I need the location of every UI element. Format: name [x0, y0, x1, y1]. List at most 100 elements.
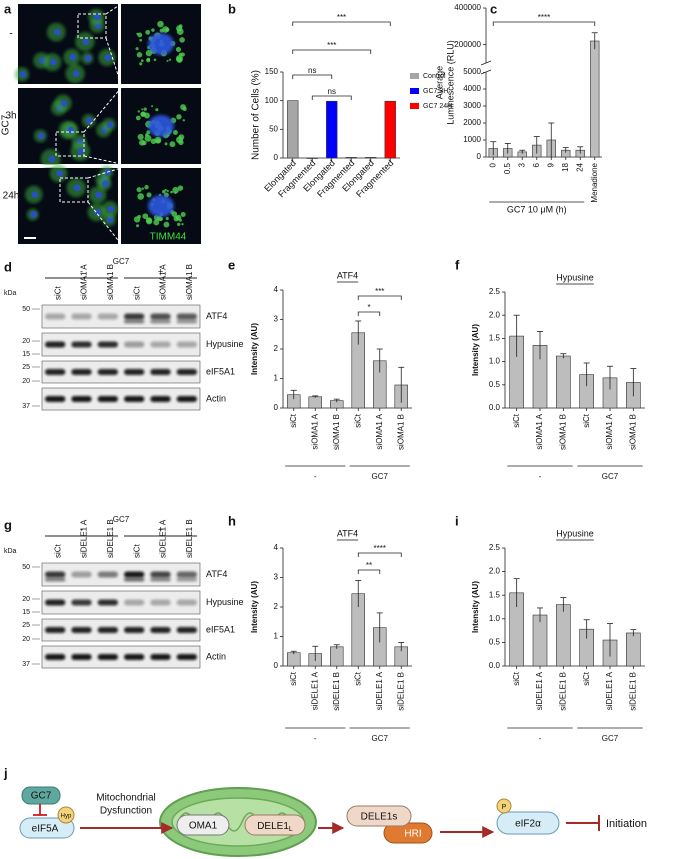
blot [41, 304, 201, 329]
mitochondria [137, 193, 145, 200]
side-label: GC7 [1, 114, 12, 135]
y-tick-label: 4 [274, 543, 279, 552]
condition-label: + [158, 524, 163, 534]
band [150, 319, 171, 324]
x-tick-label: siOMA1 B [396, 414, 405, 450]
node-label: HRI [404, 829, 421, 840]
lane-label: siOMA1 A [159, 264, 168, 300]
zoom-line [83, 155, 122, 165]
nucleus [56, 169, 64, 177]
y-tick-label: 2.5 [489, 543, 501, 552]
band [71, 341, 92, 348]
mitochondria [143, 107, 147, 111]
node-label: GC7 [31, 791, 52, 802]
significance-label: **** [374, 544, 386, 553]
pathway-diagram: j GC7 Hyp eIF5A Mitochondrial Dysfunctio… [3, 765, 647, 857]
bar [345, 157, 357, 159]
x-tick-label: siDELE1 B [396, 672, 405, 711]
nucleus [73, 184, 81, 192]
y-axis-label: Number of Cells (%) [251, 70, 262, 160]
nucleus [53, 28, 61, 36]
nucleus [86, 117, 94, 125]
band-label: eIF5A1 [206, 366, 235, 376]
mitochondria [155, 138, 161, 144]
lane-label: siOMA1 A [80, 264, 89, 300]
legend-label: GC7 24H [423, 103, 452, 110]
significance-label: ** [366, 561, 372, 570]
blot [41, 645, 201, 669]
band [71, 571, 92, 578]
mitochondria [144, 134, 152, 142]
band [150, 577, 171, 582]
blot [41, 618, 201, 642]
mitochondria [179, 37, 185, 43]
group-label: - [314, 734, 317, 743]
band [97, 313, 118, 320]
nucleus [93, 13, 101, 21]
nucleus [104, 54, 112, 62]
mitochondria [135, 47, 139, 51]
nucleus [19, 70, 27, 78]
significance-bracket [492, 21, 596, 26]
mitochondria [141, 187, 145, 190]
panel-letter: e [228, 257, 235, 272]
lane-label: siDELE1 B [106, 519, 115, 558]
x-tick-label: siDELE1 A [375, 671, 384, 710]
bar [326, 100, 338, 159]
band [97, 369, 118, 375]
nucleus [106, 216, 114, 224]
x-tick-label: 0 [488, 162, 497, 167]
mitochondria [143, 112, 150, 119]
node-label: eIF2α [515, 819, 541, 830]
nucleus [67, 126, 75, 134]
x-tick-label: siCt [582, 671, 591, 686]
mitochondria [144, 185, 149, 190]
x-tick-label: siDELE1 B [558, 672, 567, 711]
outcome-label: Initiation [606, 818, 647, 830]
band [176, 577, 197, 582]
y-tick-label: 0.0 [489, 403, 501, 412]
node-label: P [502, 804, 507, 811]
chart-title: Hypusine [556, 272, 594, 282]
mitochondria [137, 214, 141, 219]
x-tick-label: 6 [532, 162, 541, 167]
mitochondria [135, 115, 141, 121]
band-label: eIF5A1 [206, 624, 235, 634]
x-tick-label: siOMA1 A [535, 413, 544, 449]
band [45, 627, 66, 633]
y-tick-label: 1 [274, 632, 279, 641]
x-tick-label: 0.5 [503, 162, 512, 174]
condition-label: + [158, 266, 163, 276]
mitochondria [146, 57, 151, 61]
mitochondria [180, 211, 186, 217]
panel-letter: c [490, 1, 497, 16]
band [45, 369, 66, 375]
band [176, 369, 197, 375]
panel-letter: h [228, 513, 236, 528]
x-tick-label: 18 [561, 162, 570, 171]
row-label: 24h [3, 191, 20, 202]
marker-label: 25 [22, 364, 30, 371]
nucleus [148, 115, 174, 137]
band-label: Hypusine [206, 339, 244, 349]
marker-label: 15 [22, 351, 30, 358]
x-tick-label: siCt [512, 413, 521, 428]
axis-break [482, 63, 490, 72]
band [150, 341, 171, 348]
mitochondria [153, 219, 160, 226]
mitochondria [145, 49, 153, 57]
panel-letter: d [4, 259, 12, 274]
x-tick-label: 3 [517, 162, 526, 167]
nucleus [95, 191, 103, 199]
x-tick-label: siDELE1 A [310, 671, 319, 710]
axis-break-mark [480, 60, 492, 66]
bar [590, 40, 600, 158]
axis-break-mark [480, 69, 492, 75]
bar [329, 646, 344, 667]
x-tick-label: siOMA1 A [310, 413, 319, 449]
legend-swatch [410, 88, 419, 94]
legend-label: GC7 3H [423, 88, 448, 95]
x-tick-label: siOMA1 B [558, 414, 567, 450]
kda-label: kDa [4, 290, 17, 297]
treatment-label: GC7 [113, 257, 130, 266]
